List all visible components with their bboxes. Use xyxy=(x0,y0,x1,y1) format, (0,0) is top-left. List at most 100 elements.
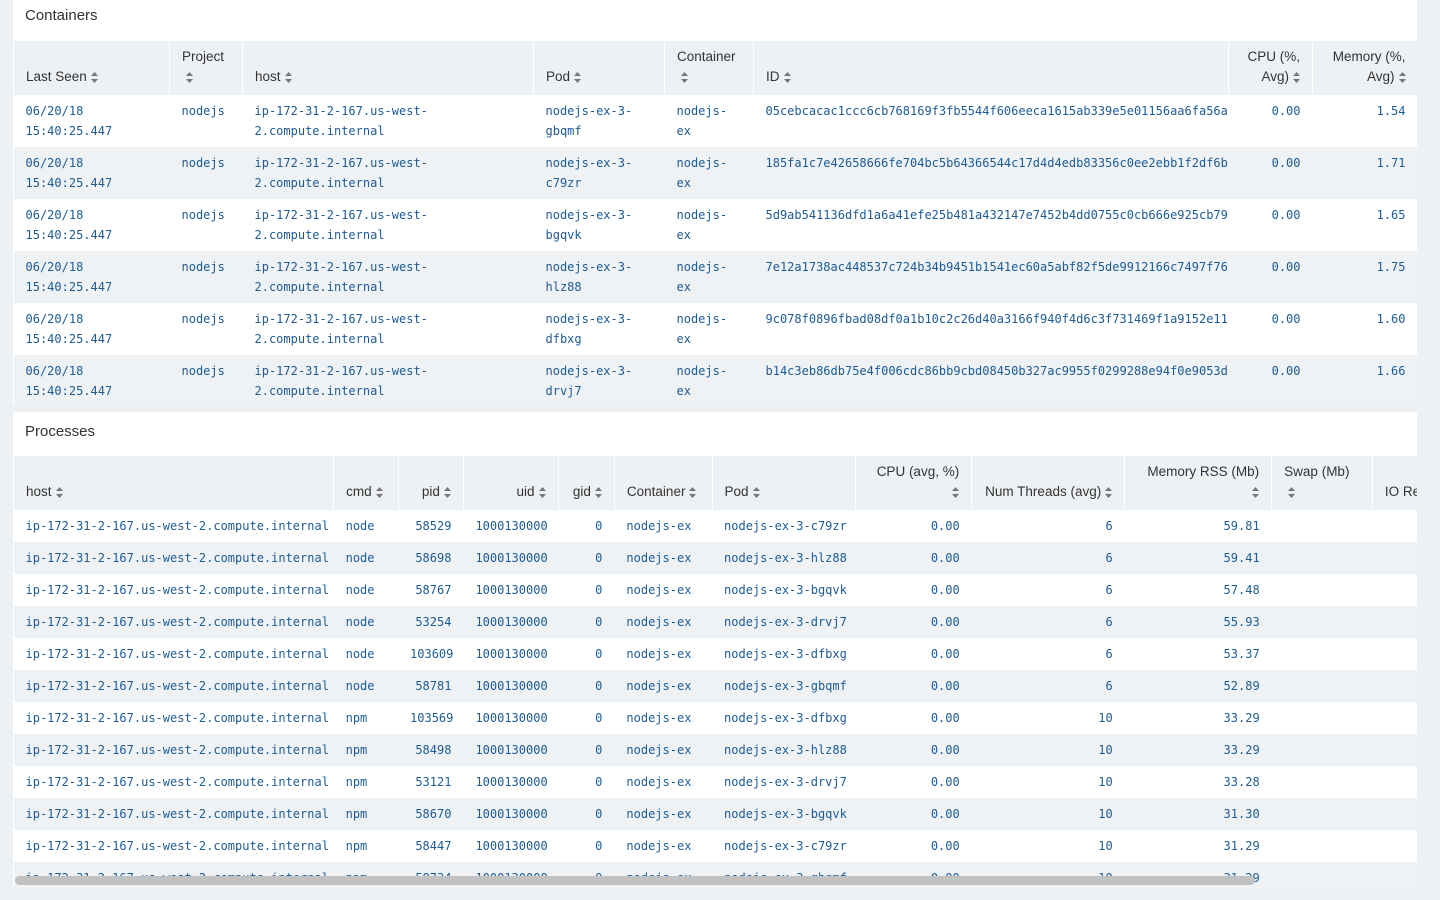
cell xyxy=(1271,606,1373,638)
column-header[interactable]: IO Rea xyxy=(1371,456,1417,510)
cell: 06/20/18 15:40:25.447 xyxy=(25,104,113,138)
column-header[interactable]: Last Seen xyxy=(13,41,170,95)
cell: 59.81 xyxy=(1223,519,1260,533)
cell: nodejs-ex xyxy=(614,798,713,830)
column-header[interactable]: gid xyxy=(557,456,615,510)
containers-table: Last Seen Project host Pod Container ID CPU (%… xyxy=(13,41,1417,404)
cell: ip-172-31-2-167.us-west-2.compute.intern… xyxy=(25,519,329,533)
table-row: ip-172-31-2-167.us-west-2.compute.intern… xyxy=(14,510,1418,542)
cell: 0.00 xyxy=(930,519,960,533)
header-row: host cmd pid uid gid Container Pod CPU (avg, %)… xyxy=(13,456,1417,510)
cell: ip-172-31-2-167.us-west-2.compute.intern… xyxy=(254,208,428,242)
cell xyxy=(1272,830,1373,862)
column-header[interactable]: pid xyxy=(397,456,464,510)
cell: 0 xyxy=(595,647,603,661)
cell: ip-172-31-2-167.us-west-2.compute.intern… xyxy=(13,542,334,574)
sort-icon xyxy=(689,486,697,498)
cell: node xyxy=(333,606,399,638)
cell: 7e12a1738ac448537c724b34b9451b1541ec60a5… xyxy=(753,251,1229,303)
header-label: Project xyxy=(182,49,225,64)
column-header[interactable]: ID xyxy=(753,41,1229,95)
cell: 0.00 xyxy=(930,647,960,661)
cell: 0.00 xyxy=(855,606,972,638)
cell: 0 xyxy=(558,606,615,638)
header-label: cmd xyxy=(346,484,372,499)
cell: nodejs-ex-3-c79zr xyxy=(533,147,665,199)
column-header[interactable]: uid xyxy=(462,456,559,510)
header-label: CPU (avg, %) xyxy=(876,464,960,479)
sort-icon xyxy=(952,486,960,498)
cell: npm xyxy=(345,711,368,725)
sort-icon xyxy=(1398,71,1406,83)
cell: ip-172-31-2-167.us-west-2.compute.intern… xyxy=(25,839,329,853)
column-header[interactable]: Swap (Mb) xyxy=(1271,456,1373,510)
cell: 0.00 xyxy=(855,798,972,830)
column-header[interactable]: Memory RSS (Mb) xyxy=(1124,456,1272,510)
cell: 0 xyxy=(595,711,603,725)
column-header[interactable]: Project xyxy=(169,41,243,95)
cell: 5d9ab541136dfd1a6a41efe25b481a432147e745… xyxy=(765,208,1228,222)
panel-title: Processes xyxy=(25,423,96,440)
cell: nodejs xyxy=(181,208,225,222)
cell: 0 xyxy=(558,734,615,766)
cell: 0.00 xyxy=(1271,208,1301,222)
header-label: IO Rea xyxy=(1384,484,1417,499)
cell: 0.00 xyxy=(930,583,960,597)
cell: 6 xyxy=(971,542,1125,574)
column-header[interactable]: CPU (avg, %) xyxy=(855,456,972,510)
cell: nodejs-ex-3-hlz88 xyxy=(533,251,665,303)
cell: npm xyxy=(345,775,368,789)
sort-icon xyxy=(681,71,688,83)
cell xyxy=(1372,702,1417,734)
table-row: 06/20/18 15:40:25.447 nodejs ip-172-31-2-1… xyxy=(13,251,1417,303)
column-header[interactable]: Memory (%, Avg) xyxy=(1312,41,1417,95)
sort-icon xyxy=(752,486,760,498)
cell: nodejs xyxy=(169,251,243,303)
sort-icon xyxy=(538,486,546,498)
cell: 10 xyxy=(1098,711,1113,725)
column-header[interactable]: Pod xyxy=(533,41,665,95)
cell xyxy=(1372,766,1417,798)
cell: 0.00 xyxy=(930,775,960,789)
cell: nodejs-ex-3-dfbxg xyxy=(724,647,847,661)
cell: nodejs-ex xyxy=(614,734,713,766)
cell: 1000130000 xyxy=(463,606,559,638)
cell: 0.00 xyxy=(1228,147,1313,199)
cell xyxy=(1271,862,1373,890)
cell: 6 xyxy=(1105,647,1113,661)
cell: 59.41 xyxy=(1124,542,1272,574)
column-header[interactable]: cmd xyxy=(333,456,399,510)
cell: 0 xyxy=(595,583,603,597)
cell: 103569 xyxy=(410,711,454,725)
cell: 52.89 xyxy=(1124,670,1272,702)
cell: 0.00 xyxy=(855,542,972,574)
cell: 1000130000 xyxy=(475,775,548,789)
cell: 33.29 xyxy=(1223,711,1260,725)
cell: 58670 xyxy=(398,798,464,830)
cell xyxy=(1372,510,1417,542)
containers-panel: Containers Last Seen Project host Pod Contai… xyxy=(13,0,1417,404)
column-header[interactable]: Container xyxy=(613,456,713,510)
header-label: Swap (Mb) xyxy=(1284,464,1350,479)
column-header[interactable]: Container xyxy=(664,41,754,95)
sort-icon xyxy=(186,71,193,83)
cell: 0 xyxy=(558,670,615,702)
cell: 33.29 xyxy=(1124,734,1272,766)
column-header[interactable]: host xyxy=(13,456,334,510)
sort-icon xyxy=(375,486,383,498)
column-header[interactable]: Pod xyxy=(711,456,856,510)
table-row: ip-172-31-2-167.us-west-2.compute.intern… xyxy=(14,830,1418,862)
column-header[interactable]: Num Threads (avg) xyxy=(971,456,1125,510)
header-label: Container xyxy=(626,484,686,499)
cell: 06/20/18 15:40:25.447 xyxy=(13,251,170,303)
cell: ip-172-31-2-167.us-west-2.compute.intern… xyxy=(242,251,534,303)
cell xyxy=(1372,574,1417,606)
column-header[interactable]: CPU (%, Avg) xyxy=(1228,41,1313,95)
cell: 0.00 xyxy=(1228,355,1313,404)
header-label: Pod xyxy=(724,484,749,499)
cell: nodejs-ex-3-bgqvk xyxy=(712,798,856,830)
cell xyxy=(1372,638,1417,670)
column-header[interactable]: host xyxy=(242,41,534,95)
scrollbar[interactable] xyxy=(15,876,1255,885)
cell: 1000130000 xyxy=(463,798,559,830)
